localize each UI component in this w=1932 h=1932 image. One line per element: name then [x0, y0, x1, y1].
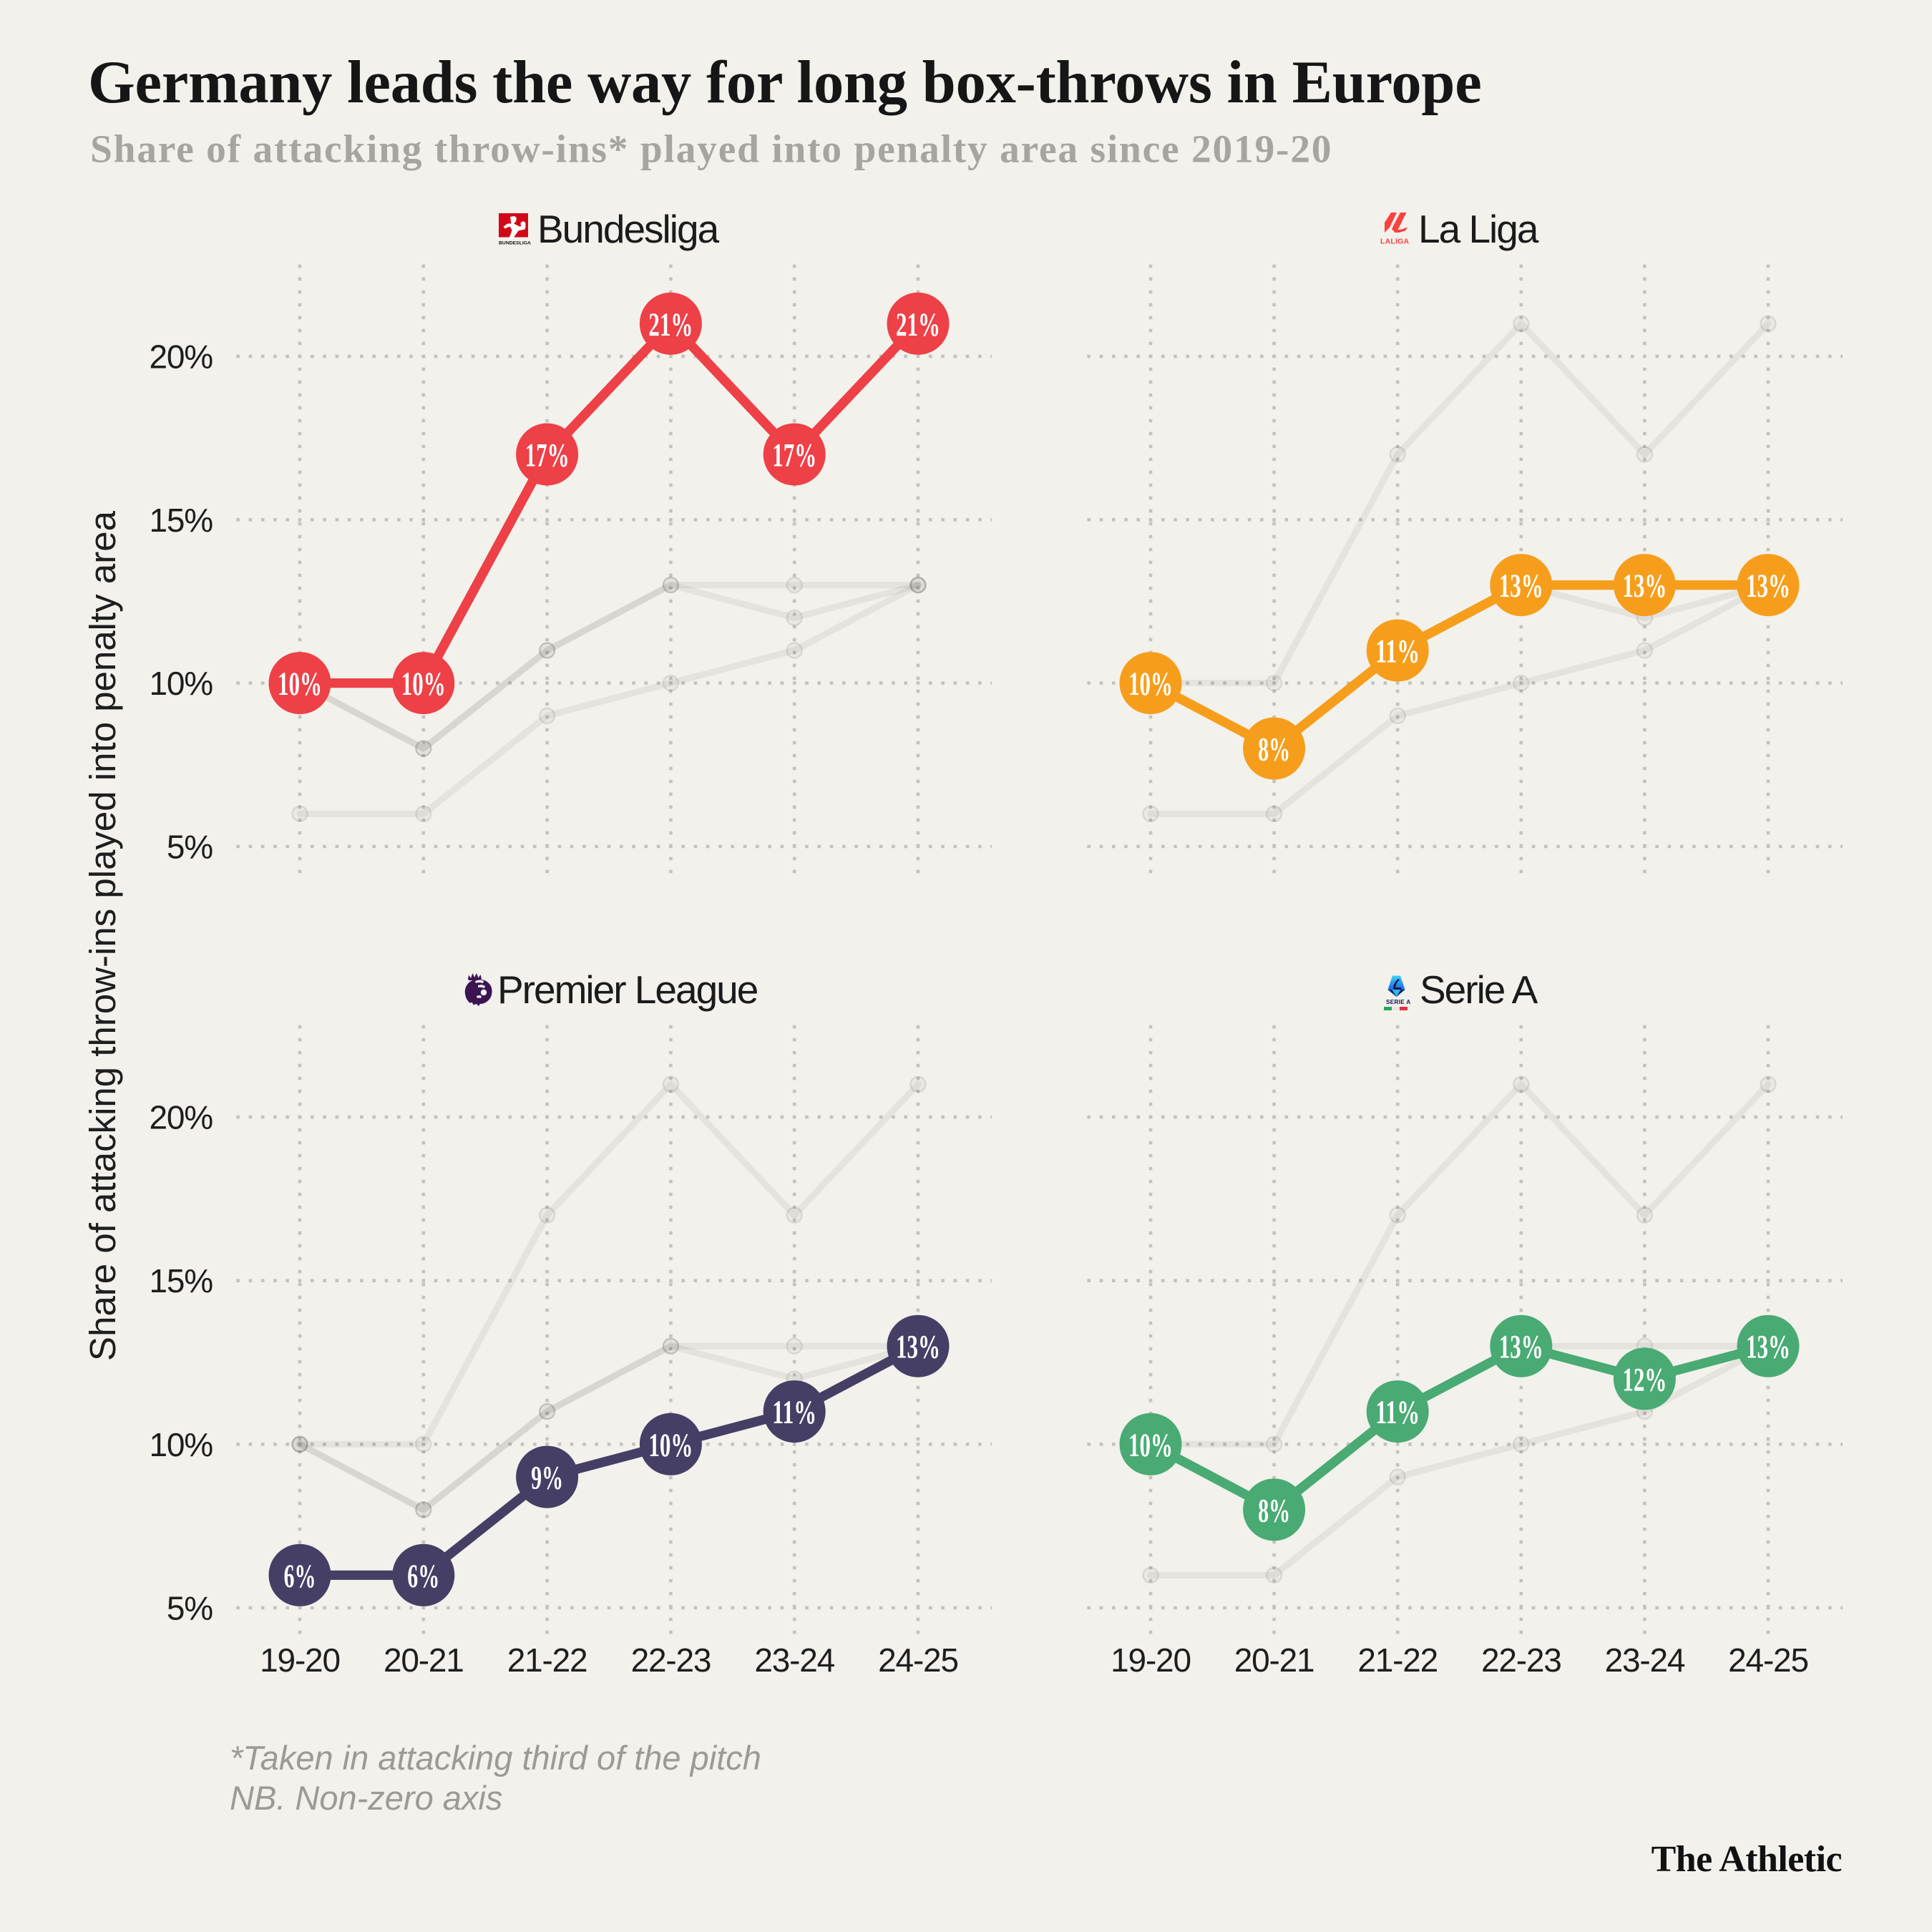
- svg-text:24-25: 24-25: [878, 1641, 958, 1679]
- svg-text:11%: 11%: [1375, 634, 1420, 670]
- svg-text:11%: 11%: [1375, 1395, 1420, 1431]
- svg-text:17%: 17%: [525, 438, 570, 474]
- svg-text:22-23: 22-23: [631, 1641, 711, 1679]
- svg-text:8%: 8%: [1258, 732, 1290, 769]
- svg-text:*Taken in attacking third of t: *Taken in attacking third of the pitch: [230, 1739, 761, 1777]
- svg-text:20-21: 20-21: [384, 1641, 464, 1679]
- svg-text:13%: 13%: [896, 1330, 940, 1366]
- svg-text:15%: 15%: [150, 1262, 213, 1299]
- svg-text:8%: 8%: [1258, 1493, 1290, 1529]
- svg-text:13%: 13%: [1746, 568, 1790, 605]
- svg-text:BUNDESLIGA: BUNDESLIGA: [499, 241, 531, 246]
- svg-text:13%: 13%: [1499, 568, 1543, 605]
- svg-text:20%: 20%: [150, 338, 213, 375]
- svg-text:13%: 13%: [1746, 1330, 1790, 1366]
- svg-text:21%: 21%: [648, 307, 693, 343]
- svg-text:The Athletic: The Athletic: [1652, 1839, 1842, 1880]
- svg-text:13%: 13%: [1622, 568, 1667, 605]
- svg-text:17%: 17%: [772, 438, 816, 474]
- svg-text:22-23: 22-23: [1481, 1641, 1561, 1679]
- svg-text:10%: 10%: [150, 665, 213, 702]
- svg-text:20-21: 20-21: [1234, 1641, 1314, 1679]
- svg-text:21%: 21%: [896, 307, 940, 343]
- svg-text:15%: 15%: [150, 502, 213, 539]
- svg-text:La Liga: La Liga: [1418, 207, 1539, 251]
- svg-text:10%: 10%: [278, 666, 322, 703]
- svg-text:11%: 11%: [772, 1395, 816, 1431]
- svg-text:21-22: 21-22: [1357, 1641, 1438, 1679]
- svg-text:10%: 10%: [401, 666, 446, 703]
- svg-text:10%: 10%: [150, 1426, 213, 1463]
- svg-text:23-24: 23-24: [754, 1641, 834, 1679]
- svg-text:10%: 10%: [1128, 666, 1173, 703]
- svg-text:SERIE A: SERIE A: [1386, 999, 1411, 1005]
- svg-text:LALIGA: LALIGA: [1380, 238, 1409, 246]
- svg-text:21-22: 21-22: [507, 1641, 587, 1679]
- svg-text:Bundesliga: Bundesliga: [537, 207, 720, 251]
- svg-text:19-20: 19-20: [1111, 1641, 1191, 1679]
- svg-text:13%: 13%: [1499, 1330, 1543, 1366]
- svg-text:10%: 10%: [648, 1428, 693, 1464]
- svg-text:5%: 5%: [167, 1590, 213, 1627]
- svg-text:10%: 10%: [1128, 1428, 1173, 1464]
- svg-text:Share of attacking throw-ins p: Share of attacking throw-ins played into…: [82, 510, 123, 1361]
- svg-text:Serie A: Serie A: [1420, 967, 1538, 1012]
- svg-text:Germany leads the way for long: Germany leads the way for long box-throw…: [88, 49, 1482, 116]
- svg-text:6%: 6%: [407, 1558, 439, 1595]
- svg-text:NB. Non-zero axis: NB. Non-zero axis: [230, 1779, 502, 1817]
- svg-text:20%: 20%: [150, 1099, 213, 1136]
- svg-text:5%: 5%: [167, 829, 213, 866]
- svg-text:6%: 6%: [284, 1558, 316, 1595]
- svg-text:12%: 12%: [1622, 1362, 1667, 1398]
- svg-text:Premier League: Premier League: [497, 967, 758, 1012]
- svg-text:Share of attacking throw-ins*: Share of attacking throw-ins* played int…: [90, 128, 1332, 172]
- svg-text:23-24: 23-24: [1605, 1641, 1685, 1679]
- svg-text:24-25: 24-25: [1728, 1641, 1808, 1679]
- svg-text:19-20: 19-20: [260, 1641, 340, 1679]
- svg-text:9%: 9%: [531, 1460, 563, 1497]
